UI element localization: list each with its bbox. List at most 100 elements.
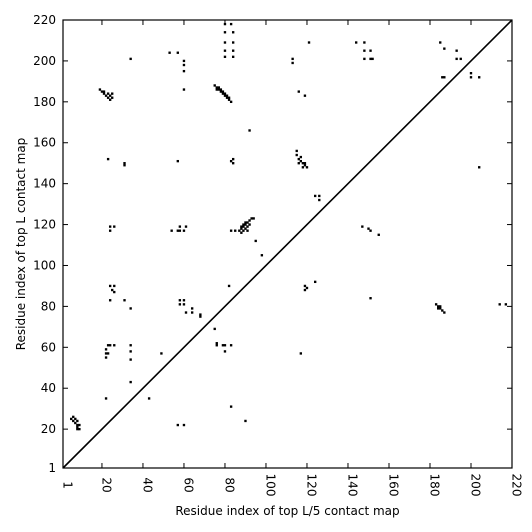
- contact-point: [190, 311, 194, 314]
- contact-point: [303, 284, 307, 288]
- x-axis-ticks: 1 20 40 60 80 100 120 140 160 180 200 220: [61, 20, 524, 496]
- contact-point: [260, 254, 264, 257]
- contact-point: [70, 417, 73, 421]
- contact-point: [223, 92, 227, 95]
- contact-point: [318, 194, 321, 198]
- contact-point: [178, 303, 182, 306]
- contact-point: [229, 405, 233, 408]
- contact-point: [301, 162, 305, 165]
- contact-point: [355, 41, 358, 44]
- contact-point: [227, 96, 231, 99]
- contact-point: [215, 88, 218, 91]
- contact-point: [182, 88, 186, 91]
- contact-point: [437, 305, 440, 308]
- contact-point: [106, 344, 110, 347]
- contact-point: [242, 223, 245, 226]
- contact-point: [455, 49, 458, 52]
- contact-point: [160, 352, 163, 355]
- plot-frame: [62, 19, 513, 469]
- contact-point: [182, 63, 186, 67]
- contact-point: [439, 307, 442, 310]
- contact-point: [176, 159, 179, 163]
- contact-point: [225, 94, 229, 97]
- contact-point: [182, 299, 186, 302]
- contact-point: [129, 350, 132, 353]
- contact-point: [242, 225, 245, 228]
- contact-point: [240, 227, 243, 230]
- contact-point: [234, 229, 237, 232]
- contact-point: [223, 55, 227, 58]
- contact-point: [108, 94, 112, 97]
- x-tick-label: 220: [510, 474, 524, 497]
- contact-point: [377, 233, 380, 236]
- contact-point: [231, 162, 235, 165]
- contact-point: [106, 157, 110, 161]
- contact-point: [213, 327, 216, 331]
- contact-point: [108, 98, 112, 101]
- y-tick-label: 140: [33, 177, 56, 191]
- contact-point: [100, 90, 104, 93]
- contact-point: [78, 427, 81, 431]
- contact-point: [231, 55, 235, 58]
- contact-point: [443, 47, 446, 50]
- contact-point: [478, 166, 481, 169]
- contact-point: [178, 229, 182, 232]
- contact-point: [113, 344, 116, 347]
- contact-point: [229, 344, 233, 347]
- contact-point: [106, 92, 110, 95]
- contact-point: [229, 159, 233, 163]
- contact-point: [307, 41, 311, 44]
- contact-point: [221, 92, 225, 95]
- contact-point: [225, 96, 229, 99]
- diagonal-line: [62, 19, 513, 469]
- contact-point: [113, 225, 116, 228]
- contact-point: [252, 217, 255, 220]
- contact-point: [104, 352, 108, 355]
- contact-point: [111, 96, 114, 99]
- contact-point: [250, 217, 253, 220]
- contact-point: [369, 229, 372, 232]
- y-tick-label: 20: [41, 422, 56, 436]
- contact-point: [108, 284, 112, 288]
- contact-point: [246, 221, 249, 224]
- contact-point: [244, 419, 247, 423]
- contact-point: [455, 57, 458, 61]
- contact-point: [104, 94, 108, 97]
- contact-point: [469, 72, 473, 75]
- contact-point: [469, 76, 473, 79]
- contact-point: [76, 419, 79, 423]
- y-tick-label: 1: [48, 461, 56, 475]
- contact-point: [223, 344, 227, 347]
- contact-point: [104, 397, 108, 400]
- contact-point: [305, 286, 309, 290]
- contact-point: [242, 229, 245, 232]
- y-tick-label: 120: [33, 218, 56, 232]
- contact-point: [199, 315, 202, 318]
- contact-point: [111, 288, 114, 292]
- contact-point: [231, 31, 235, 34]
- contact-point: [182, 303, 186, 306]
- contact-point: [231, 157, 235, 161]
- contact-point: [361, 225, 364, 228]
- contact-point: [299, 155, 303, 159]
- y-tick-label: 60: [41, 340, 56, 354]
- contact-point: [244, 223, 247, 226]
- contact-point: [227, 284, 231, 288]
- contact-point: [113, 284, 116, 288]
- contact-point: [223, 31, 227, 34]
- contact-point: [123, 299, 126, 302]
- contact-point: [223, 350, 227, 353]
- contact-point: [217, 86, 220, 89]
- contact-point: [102, 92, 106, 95]
- contact-point: [147, 397, 151, 400]
- x-tick-label: 100: [263, 474, 277, 497]
- x-tick-label: 200: [468, 474, 482, 497]
- contact-point: [104, 356, 108, 359]
- contact-point: [76, 425, 79, 429]
- contact-point: [229, 229, 233, 232]
- contact-point: [108, 344, 112, 347]
- contact-point: [303, 94, 307, 97]
- contact-point: [246, 225, 249, 228]
- contact-point: [248, 223, 251, 226]
